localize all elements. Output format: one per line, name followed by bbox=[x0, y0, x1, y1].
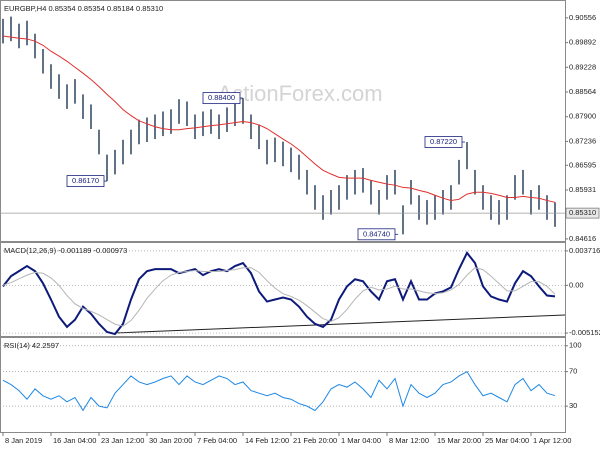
indicator-line bbox=[2, 267, 556, 327]
y-tick-label: 100 bbox=[569, 341, 582, 350]
price-panel bbox=[0, 0, 566, 242]
y-tick-label: 0.89228 bbox=[569, 62, 596, 71]
y-tick-label: 0.90556 bbox=[569, 13, 596, 22]
y-tick-label: 0.84616 bbox=[569, 234, 596, 243]
y-tick-label: 30 bbox=[569, 401, 577, 410]
last-price-label: 0.85310 bbox=[569, 208, 596, 217]
x-tick-label: 25 Mar 04:00 bbox=[485, 436, 529, 445]
annotation-label: 0.87220 bbox=[430, 137, 457, 146]
y-tick-label: 0.87900 bbox=[569, 112, 596, 121]
rsi-panel bbox=[0, 337, 566, 433]
x-tick-label: 8 Mar 12:00 bbox=[389, 436, 429, 445]
macd-panel bbox=[0, 242, 566, 337]
x-tick-label: 15 Mar 20:00 bbox=[437, 436, 481, 445]
y-tick-label: -0.005152 bbox=[569, 328, 600, 337]
y-tick-label: 0.003716 bbox=[569, 246, 600, 255]
last-price-box bbox=[565, 207, 600, 219]
x-tick-label: 23 Jan 12:00 bbox=[101, 436, 144, 445]
trend-line bbox=[114, 314, 566, 334]
annotation-label: 0.88400 bbox=[208, 93, 235, 102]
indicator-line bbox=[2, 251, 556, 336]
y-tick-label: 0.88564 bbox=[569, 87, 596, 96]
y-tick-label: 0.86595 bbox=[569, 160, 596, 169]
panel-title: EURGBP,H4 0.85354 0.85354 0.85184 0.8531… bbox=[4, 4, 163, 13]
y-tick-label: 0.00 bbox=[569, 280, 584, 289]
x-tick-label: 7 Feb 04:00 bbox=[197, 436, 237, 445]
y-tick-label: 0.89892 bbox=[569, 38, 596, 47]
panel-title: MACD(12,26,9) -0.001189 -0.000973 bbox=[4, 246, 127, 255]
moving-average bbox=[2, 35, 556, 203]
indicator-line bbox=[2, 370, 556, 412]
x-tick-label: 30 Jan 20:00 bbox=[149, 436, 192, 445]
y-tick-label: 0.85931 bbox=[569, 185, 596, 194]
panel-title: RSI(14) 42.2597 bbox=[4, 341, 59, 350]
x-tick-label: 21 Feb 20:00 bbox=[293, 436, 337, 445]
annotation-label: 0.84740 bbox=[363, 229, 390, 238]
y-tick-label: 0.87236 bbox=[569, 136, 596, 145]
x-tick-label: 1 Mar 04:00 bbox=[341, 436, 381, 445]
annotation-label: 0.86170 bbox=[72, 176, 99, 185]
x-tick-label: 8 Jan 2019 bbox=[5, 436, 42, 445]
y-tick-label: 70 bbox=[569, 367, 577, 376]
watermark: ActionForex.com bbox=[217, 81, 382, 106]
x-tick-label: 1 Apr 12:00 bbox=[533, 436, 571, 445]
x-tick-label: 16 Jan 04:00 bbox=[53, 436, 96, 445]
x-tick-label: 14 Feb 12:00 bbox=[245, 436, 289, 445]
